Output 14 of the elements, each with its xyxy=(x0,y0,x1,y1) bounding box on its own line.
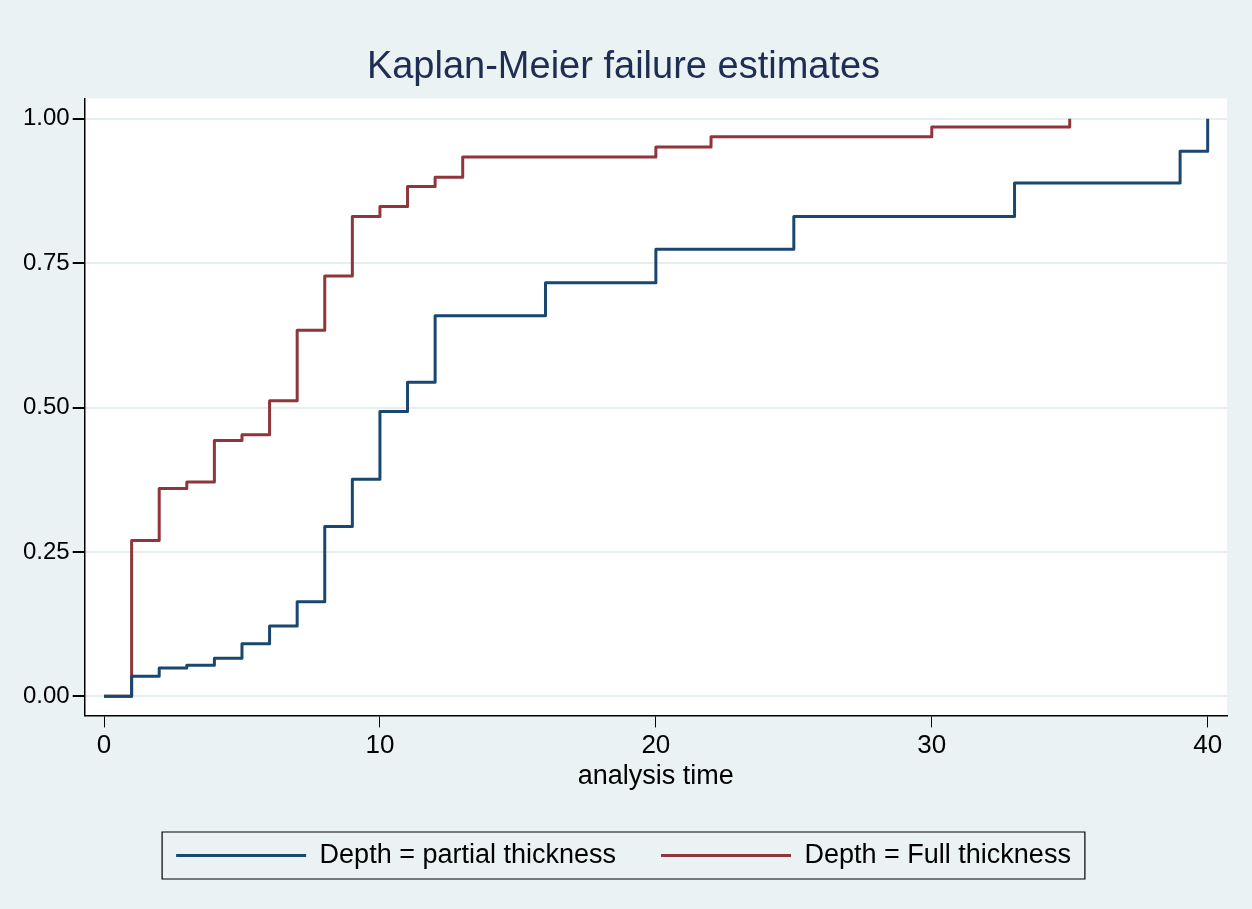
x-tick-label: 30 xyxy=(917,729,947,760)
x-axis-title: analysis time xyxy=(577,760,734,791)
x-tick-label: 20 xyxy=(641,729,671,760)
legend-label: Depth = Full thickness xyxy=(804,838,1071,869)
y-tick-label: 0.50 xyxy=(22,392,70,420)
x-tick-label: 0 xyxy=(96,729,112,760)
x-tick-label: 40 xyxy=(1193,729,1223,760)
y-tick-label: 0.75 xyxy=(22,247,70,275)
legend-label: Depth = partial thickness xyxy=(319,838,617,869)
y-tick-label: 0.00 xyxy=(22,680,70,708)
chart-title: Kaplan-Meier failure estimates xyxy=(366,44,881,87)
y-tick-label: 1.00 xyxy=(22,103,70,131)
x-tick-label: 10 xyxy=(365,729,395,760)
y-tick-label: 0.25 xyxy=(22,536,70,564)
